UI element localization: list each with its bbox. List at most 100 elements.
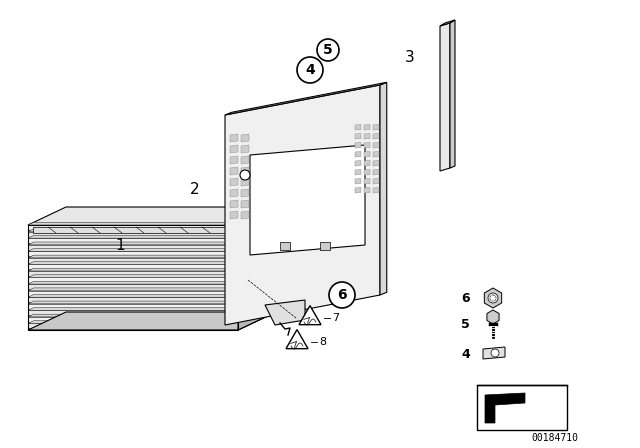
- Polygon shape: [241, 178, 249, 186]
- Polygon shape: [373, 178, 379, 184]
- Polygon shape: [28, 314, 244, 317]
- Polygon shape: [28, 312, 276, 330]
- Circle shape: [251, 289, 263, 301]
- Text: 5: 5: [323, 43, 333, 57]
- Polygon shape: [28, 225, 238, 230]
- Polygon shape: [28, 232, 238, 237]
- Polygon shape: [355, 188, 361, 193]
- Circle shape: [251, 236, 263, 248]
- Polygon shape: [299, 306, 321, 325]
- Polygon shape: [483, 347, 505, 359]
- Polygon shape: [364, 125, 370, 130]
- Circle shape: [491, 349, 499, 357]
- Polygon shape: [230, 156, 238, 164]
- Polygon shape: [485, 393, 525, 423]
- Circle shape: [317, 39, 339, 61]
- Polygon shape: [241, 156, 249, 164]
- Polygon shape: [364, 169, 370, 175]
- Polygon shape: [28, 222, 244, 225]
- Text: 6: 6: [337, 288, 347, 302]
- Polygon shape: [28, 207, 276, 225]
- Text: 6: 6: [461, 292, 470, 305]
- Polygon shape: [28, 271, 238, 276]
- Polygon shape: [241, 200, 249, 208]
- Polygon shape: [28, 297, 238, 302]
- Polygon shape: [373, 169, 379, 175]
- Polygon shape: [230, 200, 238, 208]
- Polygon shape: [241, 167, 249, 175]
- Polygon shape: [355, 142, 361, 148]
- Polygon shape: [225, 85, 380, 325]
- Polygon shape: [28, 264, 238, 269]
- Polygon shape: [28, 236, 244, 238]
- Polygon shape: [355, 134, 361, 139]
- Circle shape: [297, 57, 323, 83]
- Polygon shape: [28, 275, 244, 277]
- Polygon shape: [28, 277, 238, 283]
- Polygon shape: [230, 189, 238, 197]
- Polygon shape: [364, 142, 370, 148]
- Circle shape: [254, 239, 260, 245]
- Polygon shape: [364, 151, 370, 157]
- Polygon shape: [373, 160, 379, 166]
- Polygon shape: [364, 160, 370, 166]
- Circle shape: [251, 263, 263, 275]
- Polygon shape: [450, 20, 455, 168]
- Polygon shape: [28, 262, 244, 264]
- Circle shape: [254, 292, 260, 298]
- Circle shape: [490, 295, 496, 301]
- Bar: [320, 242, 330, 250]
- Polygon shape: [364, 134, 370, 139]
- Polygon shape: [380, 82, 387, 295]
- Polygon shape: [28, 251, 238, 256]
- Polygon shape: [28, 229, 244, 232]
- Text: 5: 5: [461, 319, 470, 332]
- Polygon shape: [28, 323, 238, 328]
- Polygon shape: [364, 178, 370, 184]
- Polygon shape: [28, 288, 244, 291]
- Polygon shape: [484, 288, 502, 308]
- Text: 7: 7: [332, 313, 339, 323]
- Polygon shape: [238, 207, 276, 330]
- Polygon shape: [28, 242, 244, 245]
- Polygon shape: [241, 145, 249, 153]
- Polygon shape: [28, 245, 238, 250]
- Polygon shape: [28, 255, 244, 258]
- Text: 2: 2: [190, 182, 200, 198]
- Polygon shape: [230, 211, 238, 219]
- Polygon shape: [373, 151, 379, 157]
- Polygon shape: [373, 134, 379, 139]
- Polygon shape: [28, 249, 244, 251]
- Polygon shape: [355, 125, 361, 130]
- Text: 4: 4: [305, 63, 315, 77]
- Text: 4: 4: [461, 349, 470, 362]
- Polygon shape: [28, 310, 238, 315]
- Polygon shape: [28, 238, 238, 243]
- Polygon shape: [28, 304, 238, 309]
- Polygon shape: [28, 317, 238, 322]
- Polygon shape: [28, 294, 244, 297]
- Circle shape: [488, 293, 498, 303]
- Polygon shape: [265, 300, 305, 325]
- Polygon shape: [286, 330, 308, 349]
- Polygon shape: [373, 188, 379, 193]
- Polygon shape: [230, 178, 238, 186]
- Polygon shape: [440, 23, 450, 171]
- Polygon shape: [28, 308, 244, 310]
- Bar: [280, 242, 289, 250]
- Text: 8: 8: [319, 337, 326, 347]
- Polygon shape: [373, 125, 379, 130]
- Polygon shape: [373, 142, 379, 148]
- Polygon shape: [241, 134, 249, 142]
- Text: 3: 3: [405, 51, 415, 65]
- Circle shape: [240, 170, 250, 180]
- Polygon shape: [230, 167, 238, 175]
- Circle shape: [254, 266, 260, 271]
- Polygon shape: [355, 178, 361, 184]
- Circle shape: [329, 282, 355, 308]
- Polygon shape: [487, 310, 499, 324]
- Polygon shape: [355, 169, 361, 175]
- Polygon shape: [28, 281, 244, 284]
- Polygon shape: [238, 207, 276, 330]
- Polygon shape: [230, 145, 238, 153]
